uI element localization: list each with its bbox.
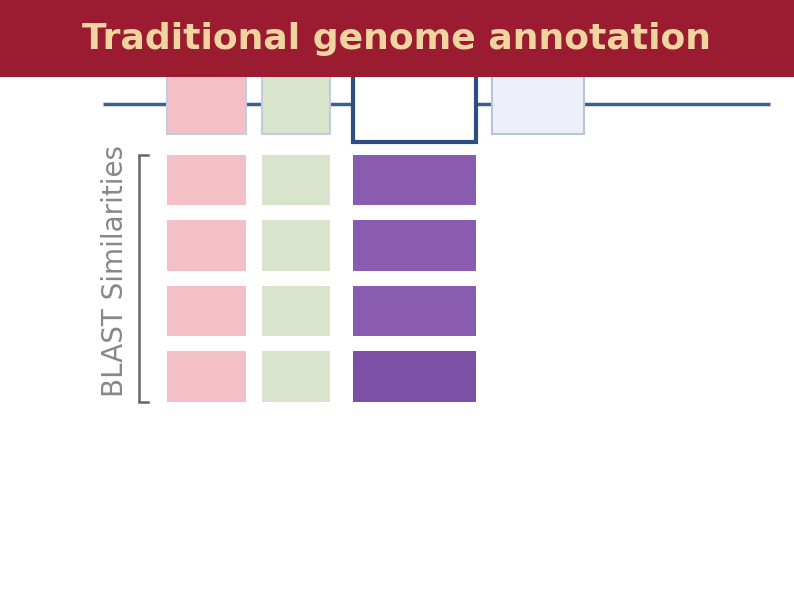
- Bar: [262, 351, 330, 402]
- Bar: [167, 155, 246, 205]
- Text: Traditional genome annotation: Traditional genome annotation: [83, 21, 711, 56]
- Bar: [262, 286, 330, 336]
- Bar: [167, 220, 246, 271]
- Bar: [262, 220, 330, 271]
- Bar: [262, 155, 330, 205]
- Bar: [167, 286, 246, 336]
- Bar: [167, 351, 246, 402]
- Bar: [167, 74, 246, 134]
- Bar: [353, 155, 476, 205]
- Text: BLAST Similarities: BLAST Similarities: [101, 145, 129, 397]
- Bar: [353, 351, 476, 402]
- FancyBboxPatch shape: [0, 0, 794, 77]
- Bar: [262, 74, 330, 134]
- Bar: [353, 220, 476, 271]
- Bar: [353, 286, 476, 336]
- Bar: [492, 74, 584, 134]
- Bar: [353, 67, 476, 142]
